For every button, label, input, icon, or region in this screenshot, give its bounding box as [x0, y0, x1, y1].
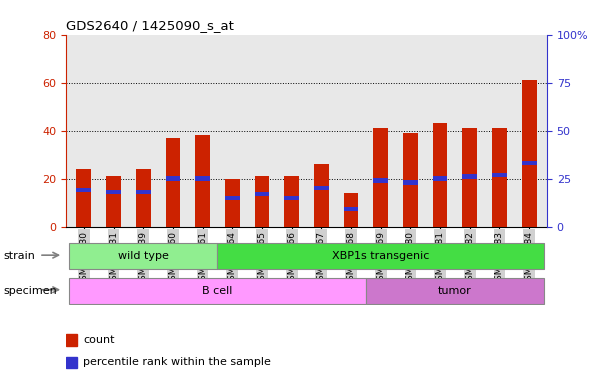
Bar: [195, 176, 210, 181]
Bar: [433, 123, 448, 227]
Bar: [66, 334, 77, 346]
Text: percentile rank within the sample: percentile rank within the sample: [84, 358, 271, 367]
Bar: [344, 193, 358, 227]
Bar: [76, 169, 91, 227]
FancyBboxPatch shape: [218, 243, 544, 269]
Bar: [522, 80, 537, 227]
Bar: [106, 176, 121, 227]
Text: tumor: tumor: [438, 286, 472, 296]
Bar: [165, 138, 180, 227]
Bar: [255, 192, 269, 196]
Bar: [136, 169, 151, 227]
Bar: [284, 195, 299, 200]
Bar: [462, 174, 477, 179]
Bar: [492, 172, 507, 177]
Text: B cell: B cell: [203, 286, 233, 296]
Bar: [225, 179, 240, 227]
Bar: [195, 136, 210, 227]
Bar: [314, 186, 329, 190]
FancyBboxPatch shape: [69, 243, 218, 269]
Bar: [284, 176, 299, 227]
Text: XBP1s transgenic: XBP1s transgenic: [332, 251, 429, 262]
Bar: [373, 128, 388, 227]
Bar: [314, 164, 329, 227]
Bar: [492, 128, 507, 227]
Bar: [66, 356, 77, 368]
Text: GDS2640 / 1425090_s_at: GDS2640 / 1425090_s_at: [66, 19, 234, 32]
Text: specimen: specimen: [3, 286, 56, 296]
Bar: [225, 195, 240, 200]
Text: count: count: [84, 335, 115, 345]
Bar: [136, 190, 151, 194]
Bar: [344, 207, 358, 212]
Bar: [403, 180, 418, 185]
Bar: [462, 128, 477, 227]
FancyBboxPatch shape: [366, 278, 544, 304]
FancyBboxPatch shape: [69, 278, 366, 304]
Bar: [403, 133, 418, 227]
Bar: [165, 176, 180, 181]
Bar: [522, 161, 537, 166]
Bar: [433, 176, 448, 181]
Bar: [373, 178, 388, 183]
Bar: [76, 188, 91, 192]
Bar: [255, 176, 269, 227]
Text: wild type: wild type: [118, 251, 169, 262]
Text: strain: strain: [3, 251, 35, 261]
Bar: [106, 190, 121, 194]
